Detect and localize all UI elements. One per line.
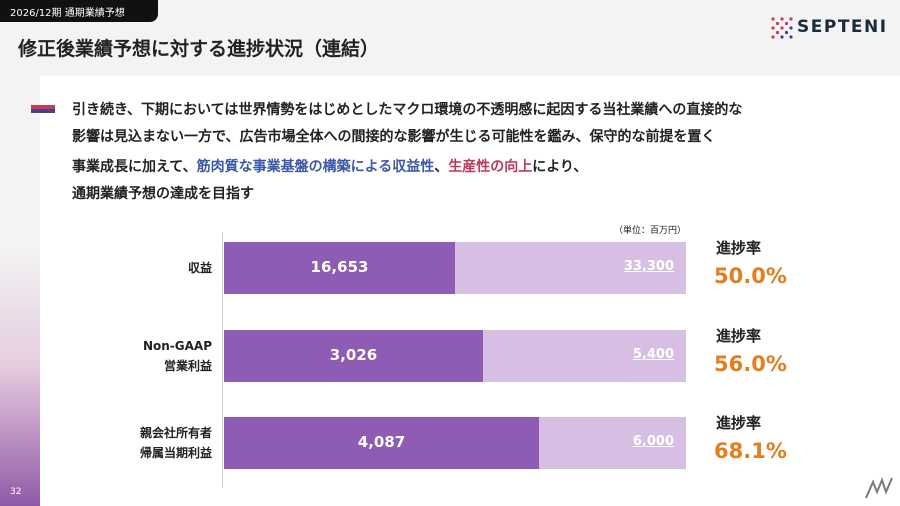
forecast-value-label: 5,400 xyxy=(632,347,674,362)
row-label: Non-GAAP 営業利益 xyxy=(100,336,212,376)
progress-rate-value: 68.1% xyxy=(714,439,787,463)
decorative-gradient xyxy=(0,250,40,506)
page-title: 修正後業績予想に対する進捗状況（連結） xyxy=(18,38,380,60)
body-text-segment: により、 xyxy=(532,159,588,175)
progress-rate-value: 50.0% xyxy=(714,264,787,288)
progress-rate-label: 進捗率 xyxy=(716,239,762,257)
actual-bar xyxy=(224,242,455,294)
forecast-value-label: 6,000 xyxy=(632,434,674,449)
chart-axis-line xyxy=(222,232,223,488)
actual-value-label: 4,087 xyxy=(357,433,406,451)
actual-value-label: 16,653 xyxy=(310,258,369,276)
page-number: 32 xyxy=(10,487,22,497)
company-logo: SEPTENI xyxy=(771,17,886,39)
actual-value-label: 3,026 xyxy=(329,346,378,364)
row-label-line: 収益 xyxy=(187,261,212,275)
body-text-line-4: 通期業績予想の達成を目指す xyxy=(72,186,254,202)
body-text-segment: 、 xyxy=(434,159,449,175)
row-label: 親会社所有者 帰属当期利益 xyxy=(100,423,212,463)
logo-dots-icon xyxy=(771,17,793,39)
row-label-line: 営業利益 xyxy=(163,359,212,373)
bullet-icon xyxy=(31,105,55,113)
body-text-segment: 事業成長に加えて、 xyxy=(72,159,197,175)
section-tab-label: 2026/12期 通期業績予想 xyxy=(10,8,125,19)
row-label-line: 帰属当期利益 xyxy=(139,446,212,460)
section-tab: 2026/12期 通期業績予想 xyxy=(0,0,158,22)
corner-logo-icon xyxy=(865,477,893,499)
logo-text: SEPTENI xyxy=(797,17,888,37)
row-label: 収益 xyxy=(100,258,212,278)
highlight-productivity: 生産性の向上 xyxy=(448,159,533,175)
progress-rate-value: 56.0% xyxy=(714,352,787,376)
body-text-line-2: 影響は見込まない一方で、広告市場全体への間接的な影響が生じる可能性を鑑み、保守的… xyxy=(72,129,716,145)
forecast-value-label: 33,300 xyxy=(623,259,674,274)
actual-bar xyxy=(224,330,483,382)
row-label-line: 親会社所有者 xyxy=(139,426,212,440)
highlight-profitability: 筋肉質な事業基盤の構築による収益性 xyxy=(196,159,435,175)
body-text-line-1: 引き続き、下期においては世界情勢をはじめとしたマクロ環境の不透明感に起因する当社… xyxy=(72,102,743,118)
unit-label: （単位：百万円） xyxy=(614,226,687,236)
row-label-line: Non-GAAP xyxy=(142,339,212,353)
actual-bar xyxy=(224,417,539,469)
progress-rate-label: 進捗率 xyxy=(716,414,762,432)
body-text-line-3: 事業成長に加えて、筋肉質な事業基盤の構築による収益性、生産性の向上により、 xyxy=(72,156,587,176)
progress-rate-label: 進捗率 xyxy=(716,327,762,345)
